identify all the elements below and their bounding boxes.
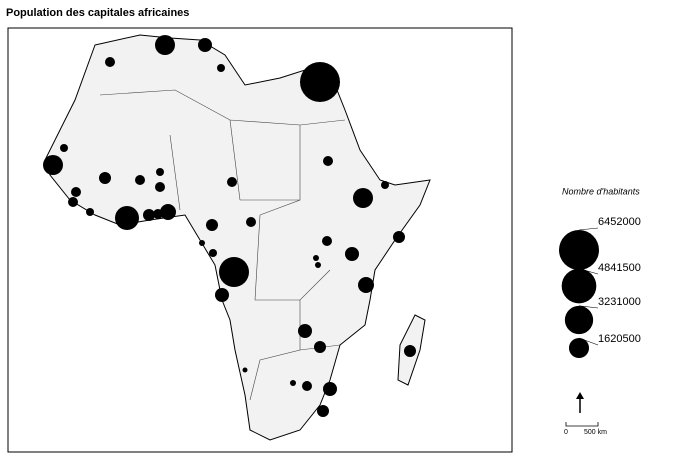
capital-bubble xyxy=(316,404,330,418)
capital-bubble xyxy=(114,205,140,231)
capital-bubble xyxy=(290,380,296,386)
capital-bubble xyxy=(300,62,340,102)
capital-bubble xyxy=(403,344,417,358)
capital-bubble xyxy=(302,381,312,391)
bubble-layer xyxy=(43,35,417,418)
capital-bubble xyxy=(227,177,237,187)
capital-bubble xyxy=(155,182,165,192)
legend-circle xyxy=(568,337,590,359)
legend: 6452000 4841500 3231000 1620500 xyxy=(559,216,641,359)
legend-leader xyxy=(578,305,599,309)
capital-bubble xyxy=(323,156,333,166)
capital-bubble xyxy=(313,340,327,354)
capital-bubble xyxy=(199,240,205,246)
capital-bubble xyxy=(142,208,156,222)
capital-bubble xyxy=(315,262,321,268)
capital-bubble xyxy=(219,257,249,287)
capital-bubble xyxy=(358,277,374,293)
capital-bubble xyxy=(381,181,389,189)
capital-bubble xyxy=(298,324,312,338)
map-frame xyxy=(7,27,513,453)
capital-bubble xyxy=(205,218,219,232)
scale-label: 500 km xyxy=(584,429,607,436)
africa-outline xyxy=(44,34,431,441)
legend-label: 6452000 xyxy=(598,216,641,228)
capital-bubble xyxy=(345,247,359,261)
legend-label: 3231000 xyxy=(598,296,641,308)
capital-bubble xyxy=(155,35,175,55)
scale-start: 0 xyxy=(564,429,568,436)
capital-bubble xyxy=(135,175,145,185)
capital-bubble xyxy=(160,204,176,220)
legend-title: Nombre d'habitants xyxy=(562,186,640,196)
legend-leader xyxy=(578,227,599,231)
capital-bubble xyxy=(68,197,78,207)
capital-bubble xyxy=(198,38,212,52)
capital-bubble xyxy=(60,144,68,152)
capital-bubble xyxy=(392,230,406,244)
capital-bubble xyxy=(217,64,225,72)
capital-bubble xyxy=(242,367,248,373)
legend-circle xyxy=(559,230,599,270)
map-title: Population des capitales africaines xyxy=(6,7,189,19)
legend-label: 1620500 xyxy=(598,333,641,345)
capital-bubble xyxy=(71,187,81,197)
capital-bubble xyxy=(322,236,332,246)
north-arrow-head xyxy=(576,392,584,399)
capital-bubble xyxy=(246,217,256,227)
legend-leader xyxy=(578,337,599,346)
legend-circle xyxy=(561,268,597,304)
scale-bar xyxy=(565,422,599,427)
capital-bubble xyxy=(98,171,112,185)
legend-leader xyxy=(578,268,599,275)
capital-bubble xyxy=(353,188,373,208)
capital-bubble xyxy=(323,382,337,396)
borders xyxy=(99,89,346,401)
capital-bubble xyxy=(86,208,94,216)
legend-label: 4841500 xyxy=(598,262,641,274)
capital-bubble xyxy=(105,57,115,67)
capital-bubble xyxy=(156,168,164,176)
capital-bubble xyxy=(215,288,229,302)
capital-bubble xyxy=(209,249,217,257)
capital-bubble xyxy=(43,155,63,175)
legend-circle xyxy=(564,305,594,335)
capital-bubble xyxy=(313,255,319,261)
